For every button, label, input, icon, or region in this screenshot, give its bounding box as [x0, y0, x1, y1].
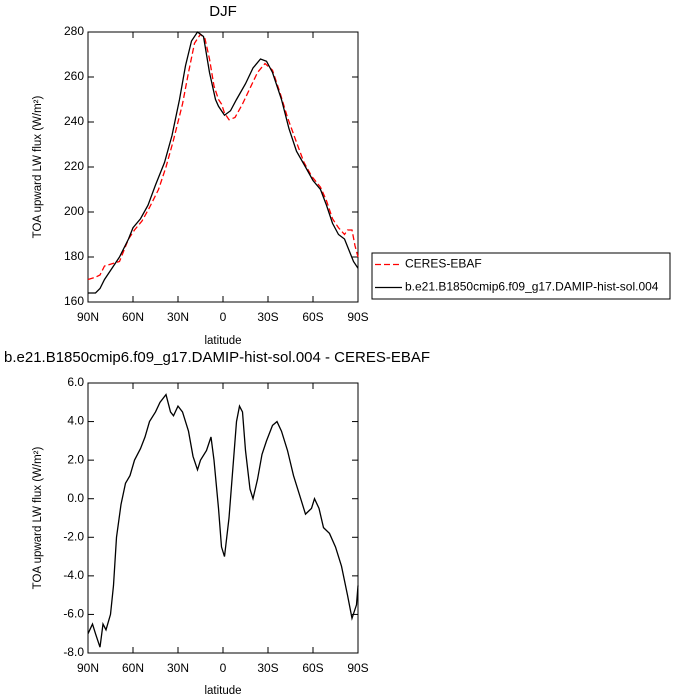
data-line — [87, 33, 359, 281]
x-tick-label: 60S — [302, 661, 323, 675]
y-tick-label: 4.0 — [67, 414, 84, 428]
x-axis-label: latitude — [204, 685, 241, 697]
chart-title: DJF — [209, 3, 237, 20]
chart-title: b.e21.B1850cmip6.f09_g17.DAMIP-hist-sol.… — [4, 349, 430, 366]
y-tick-label: -4.0 — [63, 568, 84, 582]
x-tick-label: 60N — [122, 310, 144, 324]
y-tick-label: 2.0 — [67, 452, 84, 466]
y-axis-label: TOA upward LW flux (W/m²) — [32, 446, 44, 589]
x-tick-label: 0 — [220, 661, 227, 675]
legend-label: CERES-EBAF — [405, 257, 482, 271]
y-tick-label: -8.0 — [63, 645, 84, 659]
x-tick-label: 90N — [77, 661, 99, 675]
y-tick-label: 260 — [64, 69, 84, 83]
x-tick-label: 60N — [122, 661, 144, 675]
y-tick-label: -2.0 — [63, 529, 84, 543]
y-tick-label: 0.0 — [67, 491, 84, 505]
y-axis-label: TOA upward LW flux (W/m²) — [32, 95, 44, 238]
y-tick-label: 200 — [64, 204, 84, 218]
plot-frame — [87, 31, 359, 303]
x-tick-label: 60S — [302, 310, 323, 324]
legend-box — [371, 252, 671, 300]
y-tick-label: -6.0 — [63, 607, 84, 621]
x-tick-label: 90N — [77, 310, 99, 324]
x-tick-label: 90S — [347, 661, 368, 675]
data-line — [87, 393, 359, 648]
x-tick-label: 30S — [257, 310, 278, 324]
x-tick-label: 30N — [167, 661, 189, 675]
y-tick-label: 6.0 — [67, 375, 84, 389]
y-tick-label: 160 — [64, 294, 84, 308]
x-tick-label: 0 — [220, 310, 227, 324]
plot-frame — [87, 382, 359, 654]
legend-label: b.e21.B1850cmip6.f09_g17.DAMIP-hist-sol.… — [405, 280, 659, 294]
y-tick-label: 240 — [64, 114, 84, 128]
data-line — [88, 31, 359, 294]
y-tick-label: 220 — [64, 159, 84, 173]
x-tick-label: 30N — [167, 310, 189, 324]
y-tick-label: 280 — [64, 24, 84, 38]
x-tick-label: 90S — [347, 310, 368, 324]
y-tick-label: 180 — [64, 249, 84, 263]
x-axis-label: latitude — [204, 335, 241, 347]
x-tick-label: 30S — [257, 661, 278, 675]
